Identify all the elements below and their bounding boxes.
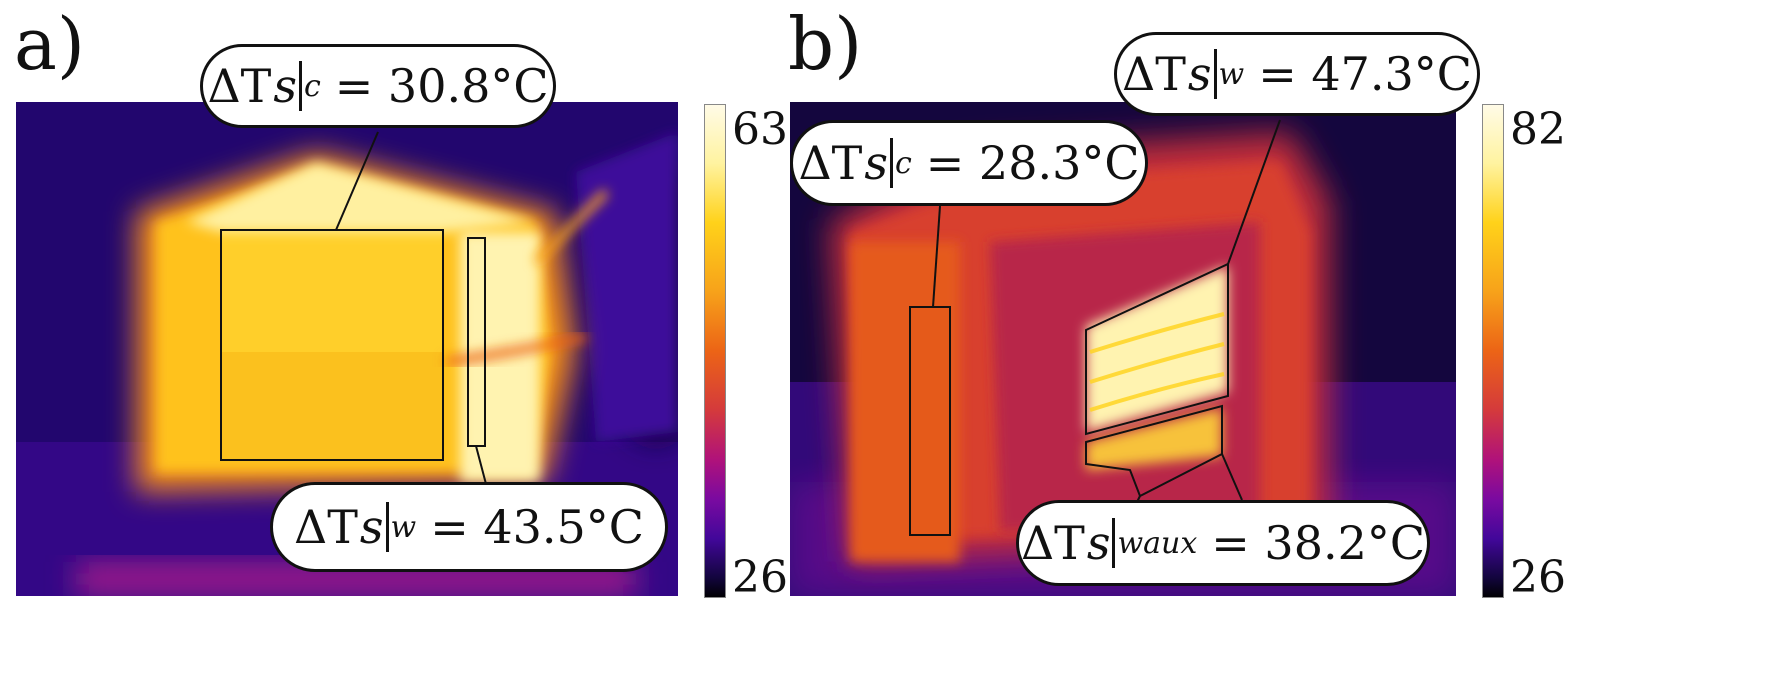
colorbar-a-max: 63 bbox=[732, 104, 788, 155]
roi-c-b bbox=[909, 306, 951, 536]
leader-w-a bbox=[475, 445, 487, 485]
leader-c-b bbox=[932, 205, 941, 308]
roi-c-a bbox=[220, 229, 444, 461]
callout-c-b: ΔT s c = 28.3°C bbox=[790, 120, 1148, 206]
leader-waux-b bbox=[1221, 453, 1243, 501]
callout-w-a: ΔT s w = 43.5°C bbox=[270, 482, 668, 572]
colorbar-b-max: 82 bbox=[1510, 104, 1566, 155]
colorbar-a-min: 26 bbox=[732, 552, 788, 603]
leader-w-b bbox=[1227, 119, 1281, 265]
panel-b-label: b) bbox=[788, 2, 863, 86]
thermal-image-a bbox=[16, 102, 678, 596]
colorbar-b-min: 26 bbox=[1510, 552, 1566, 603]
panel-a-label: a) bbox=[14, 2, 86, 86]
colorbar-b bbox=[1482, 104, 1504, 598]
colorbar-a bbox=[704, 104, 726, 598]
roi-w-b bbox=[1085, 262, 1229, 436]
callout-c-a: ΔT s c = 30.8°C bbox=[200, 44, 556, 128]
callout-w-b: ΔT s w = 47.3°C bbox=[1114, 32, 1480, 116]
coil-glow-b bbox=[1086, 266, 1228, 432]
leader-c-a bbox=[335, 131, 379, 231]
callout-waux-b: ΔT s waux = 38.2°C bbox=[1016, 500, 1430, 586]
